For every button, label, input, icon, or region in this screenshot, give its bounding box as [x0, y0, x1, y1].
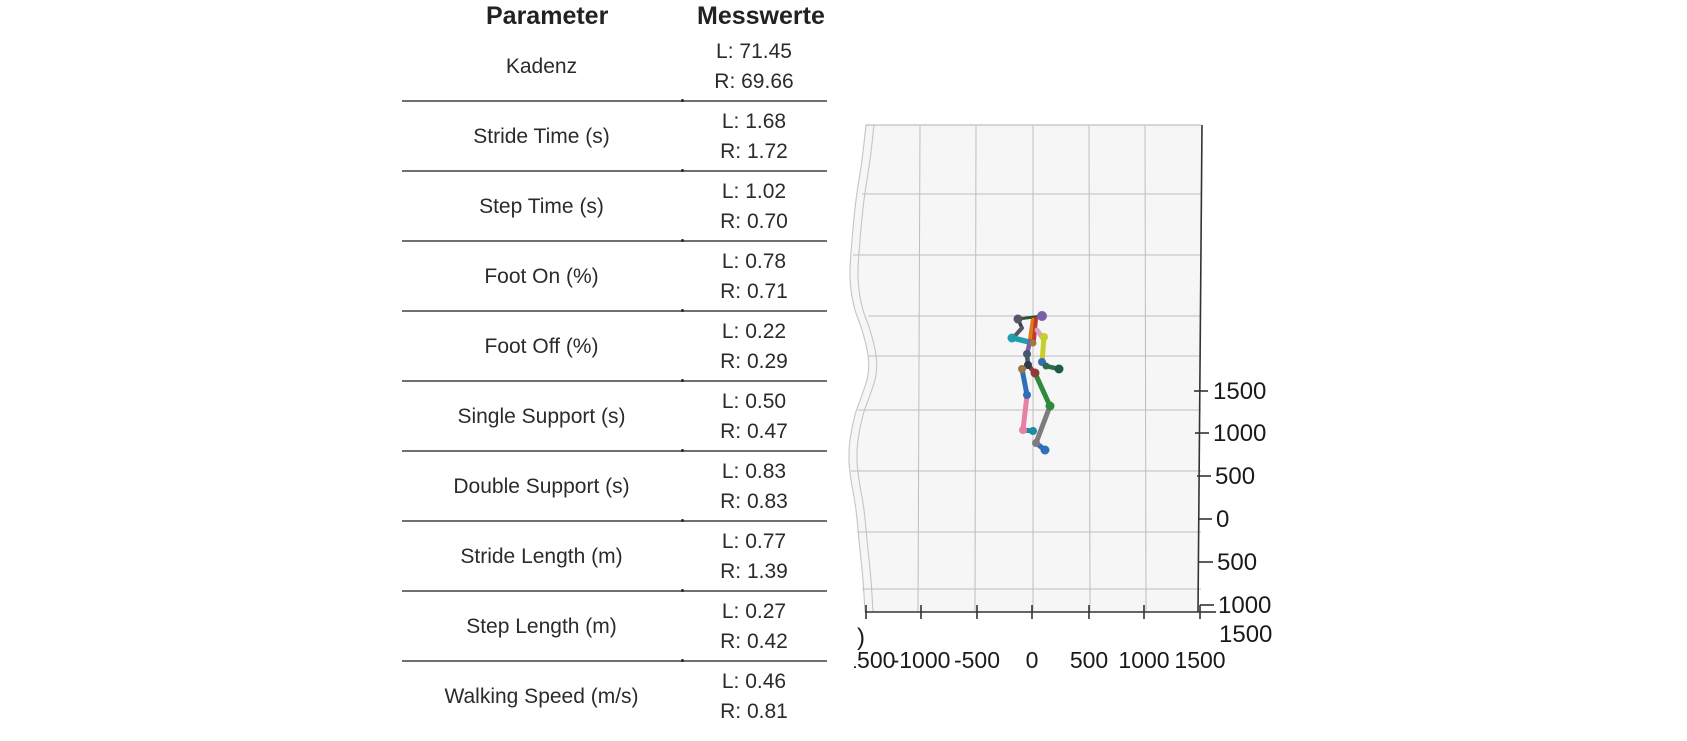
svg-text:1000: 1000: [1218, 592, 1271, 619]
svg-text:500: 500: [1217, 549, 1257, 576]
svg-text:1500: 1500: [1219, 621, 1272, 648]
svg-text:-1000: -1000: [892, 647, 951, 673]
svg-text:1000: 1000: [1213, 420, 1266, 447]
svg-text:1500: 1500: [1213, 378, 1266, 405]
svg-text:0: 0: [1216, 506, 1229, 533]
svg-text:500: 500: [1070, 647, 1108, 673]
svg-text:1500: 1500: [1174, 647, 1225, 673]
svg-text:-500: -500: [954, 647, 1000, 673]
svg-text:500: 500: [1215, 463, 1255, 490]
svg-text:0: 0: [1026, 647, 1039, 673]
svg-text:): ): [857, 624, 865, 651]
svg-text:-1500: -1500: [837, 647, 896, 673]
svg-text:1000: 1000: [1118, 647, 1169, 673]
